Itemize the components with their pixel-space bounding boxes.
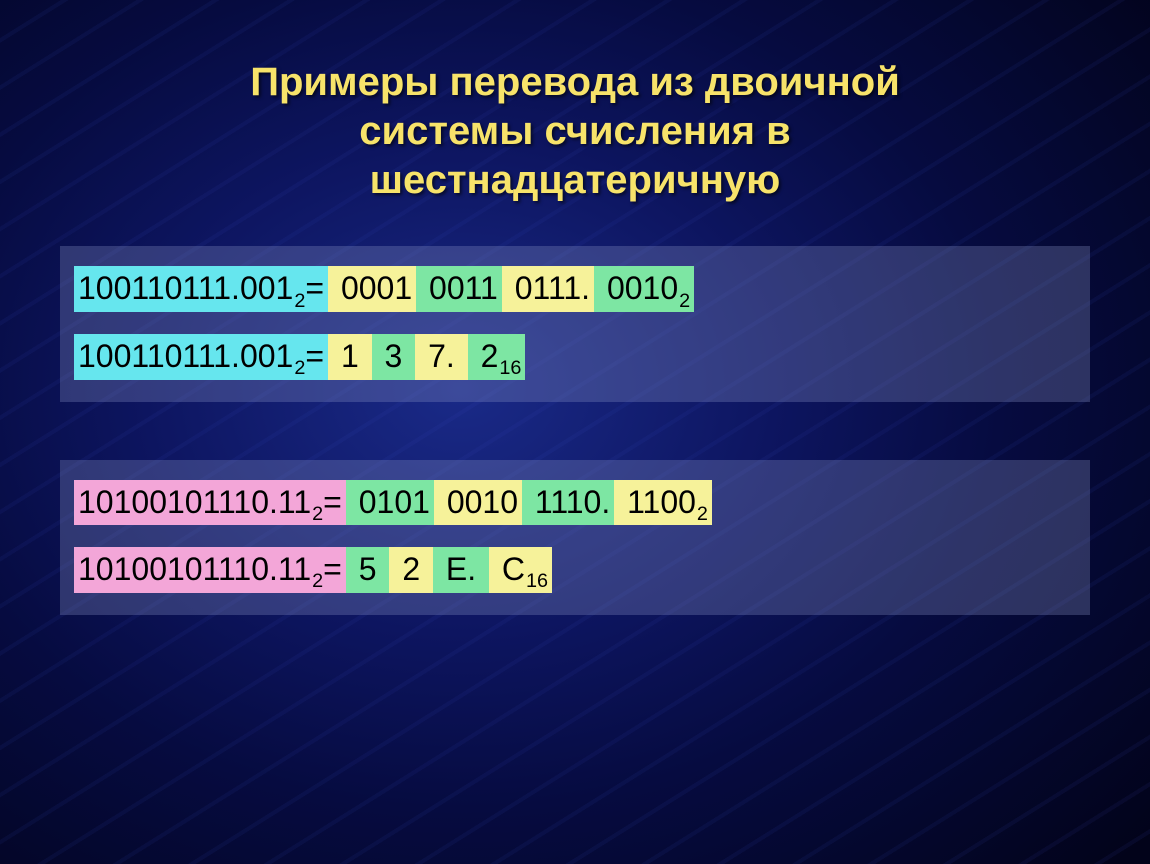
number-cell: 2	[389, 547, 433, 593]
number-cell: 100110111.0012=	[74, 334, 328, 380]
example-block: 10100101110.112= 0101 0010 1110. 1100210…	[60, 460, 1090, 615]
number-cell: 0011	[416, 266, 502, 312]
number-cell: 11002	[614, 480, 712, 526]
number-cell: 216	[468, 334, 526, 380]
number-cell: C16	[489, 547, 552, 593]
conversion-row: 100110111.0012= 0001 0011 0111. 00102	[74, 266, 694, 312]
number-cell: 10100101110.112=	[74, 547, 346, 593]
number-cell: 0101	[346, 480, 434, 526]
number-cell: 00102	[594, 266, 694, 312]
number-cell: 5	[346, 547, 390, 593]
examples-container: 100110111.0012= 0001 0011 0111. 00102100…	[60, 246, 1090, 614]
number-cell: 0001	[328, 266, 416, 312]
number-cell: 10100101110.112=	[74, 480, 346, 526]
slide-title: Примеры перевода из двоичнойсистемы счис…	[60, 58, 1090, 204]
slide: Примеры перевода из двоичнойсистемы счис…	[0, 0, 1150, 864]
conversion-row: 100110111.0012= 1 3 7. 216	[74, 334, 525, 380]
number-cell: 0111.	[502, 266, 594, 312]
number-cell: 1110.	[522, 480, 614, 526]
conversion-row: 10100101110.112= 0101 0010 1110. 11002	[74, 480, 712, 526]
number-cell: 3	[372, 334, 416, 380]
conversion-row: 10100101110.112= 5 2 E. C16	[74, 547, 552, 593]
example-block: 100110111.0012= 0001 0011 0111. 00102100…	[60, 246, 1090, 401]
number-cell: E.	[433, 547, 489, 593]
number-cell: 1	[328, 334, 372, 380]
number-cell: 7.	[415, 334, 467, 380]
number-cell: 0010	[434, 480, 522, 526]
number-cell: 100110111.0012=	[74, 266, 328, 312]
